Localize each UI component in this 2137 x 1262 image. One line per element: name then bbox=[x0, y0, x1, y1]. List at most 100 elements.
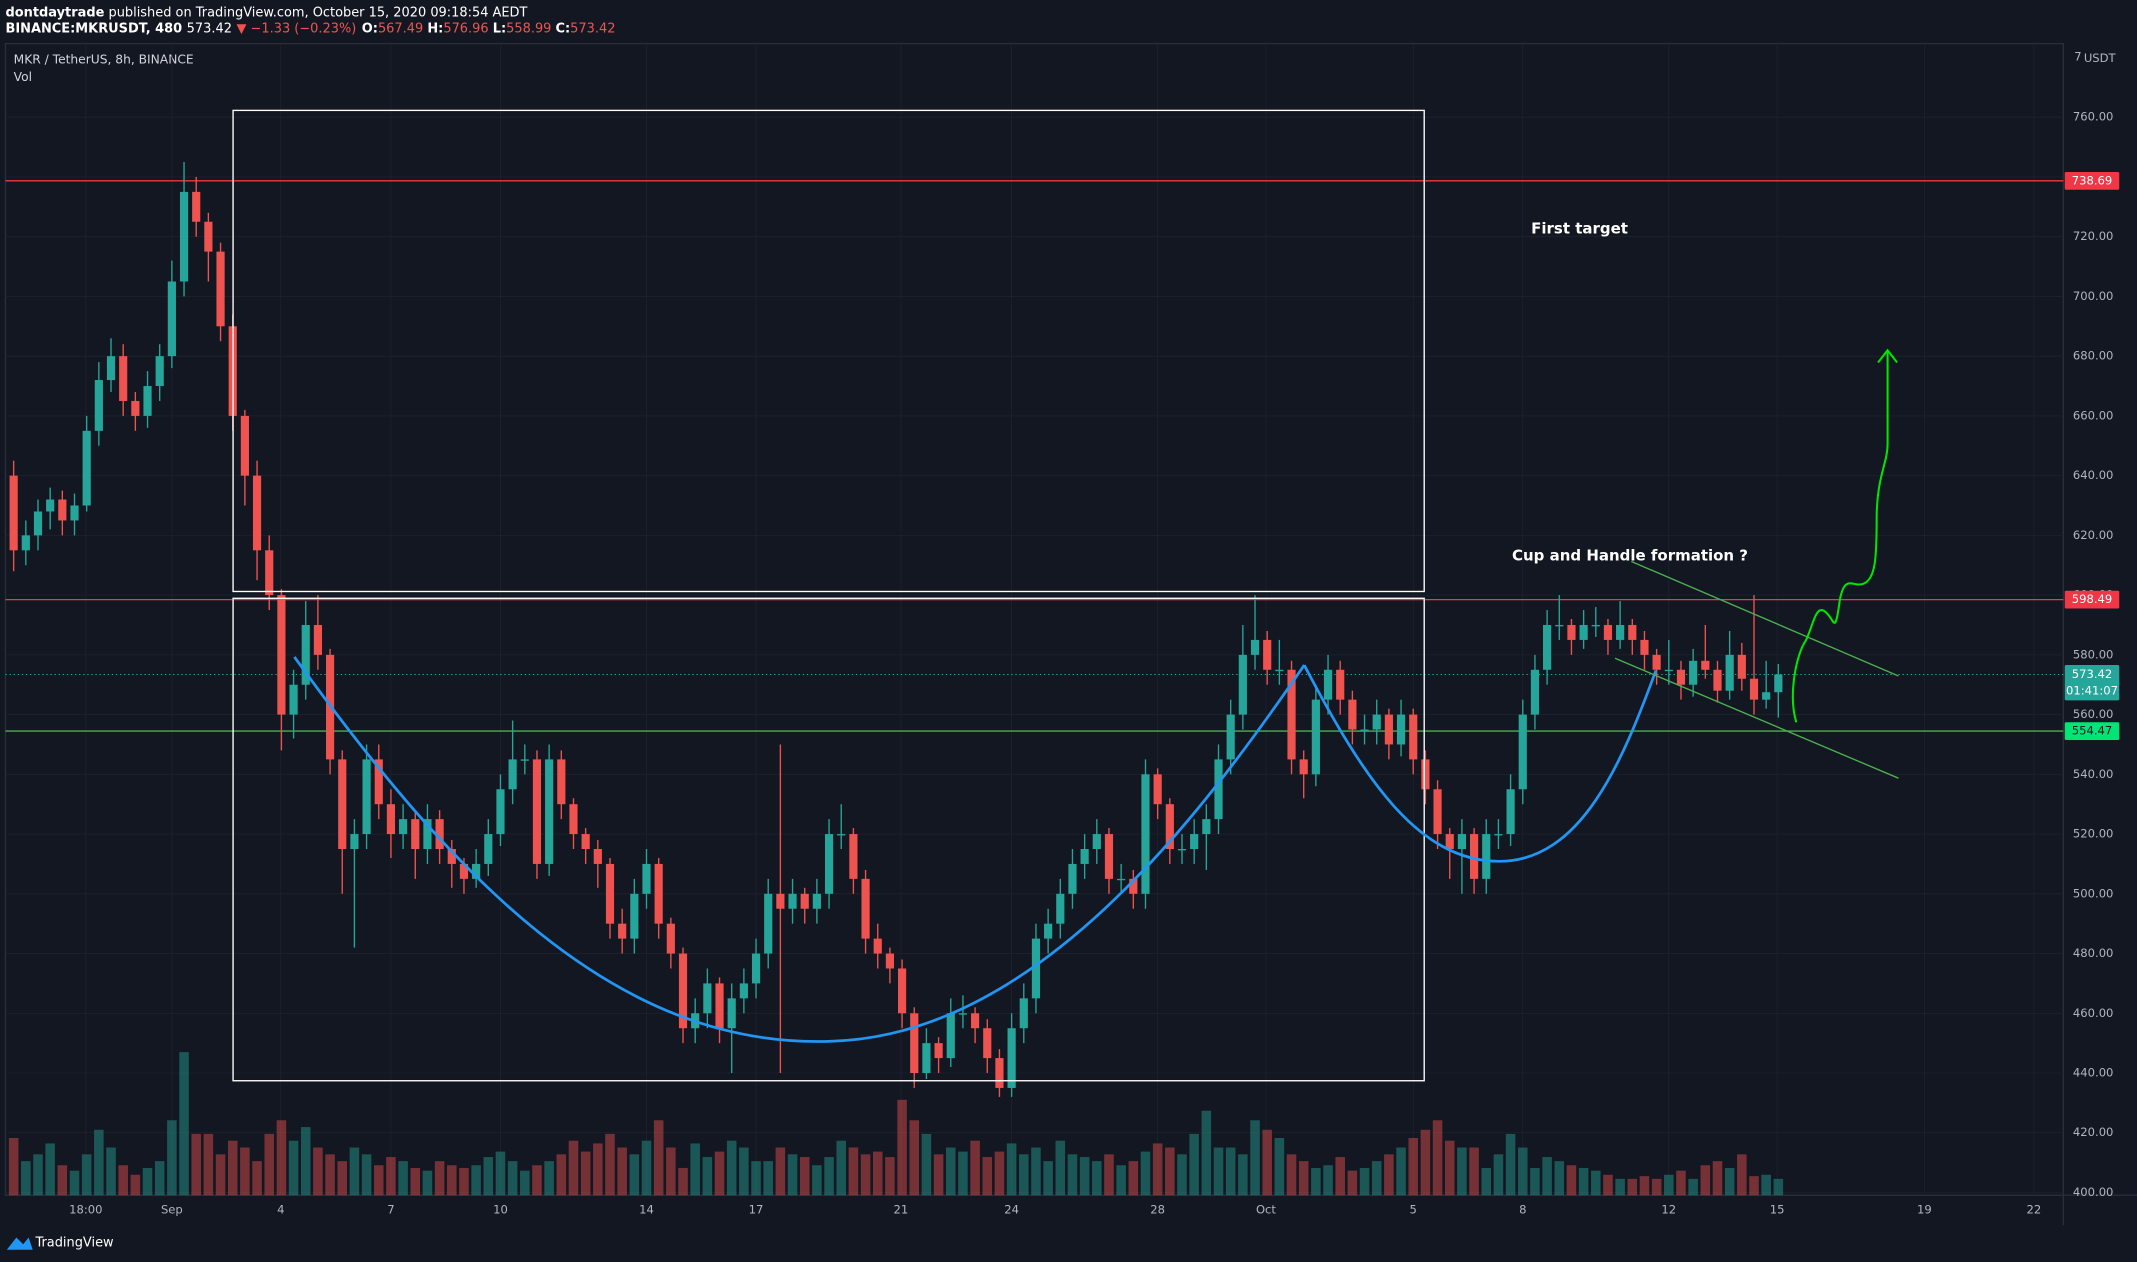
candle-body bbox=[1056, 893, 1065, 924]
drawings bbox=[232, 109, 1899, 1082]
candle-body bbox=[1226, 714, 1235, 760]
y-tick-label: 520.00 bbox=[2073, 827, 2114, 841]
volume-bar bbox=[21, 1161, 31, 1196]
candle-body bbox=[46, 499, 55, 512]
x-tick-label: Oct bbox=[1256, 1203, 1276, 1217]
candle-body bbox=[1263, 639, 1272, 670]
handle-curve bbox=[1303, 664, 1658, 863]
volume-bar bbox=[1384, 1154, 1394, 1196]
x-tick-label: 28 bbox=[1150, 1203, 1165, 1217]
volume-bar bbox=[337, 1161, 348, 1196]
price-label-bg bbox=[2064, 171, 2120, 190]
volume-bar bbox=[1773, 1178, 1784, 1196]
volume-bar bbox=[1079, 1157, 1090, 1196]
candle-body bbox=[1530, 669, 1540, 715]
volume-bar bbox=[215, 1154, 226, 1196]
volume-bar bbox=[556, 1154, 567, 1196]
y-tick-label: 720.00 bbox=[2073, 229, 2114, 243]
price-label: 598.49 bbox=[2072, 592, 2113, 606]
volume-bar bbox=[945, 1147, 956, 1196]
candle-body bbox=[252, 475, 262, 551]
currency: USDT bbox=[2084, 51, 2117, 65]
volume-bar bbox=[1201, 1110, 1212, 1196]
candle-body bbox=[1676, 669, 1686, 685]
volume-bar bbox=[495, 1151, 506, 1196]
x-tick-label: 24 bbox=[1004, 1203, 1019, 1217]
volume-bar bbox=[1347, 1170, 1358, 1196]
volume-bar bbox=[1213, 1147, 1224, 1196]
candle-body bbox=[1506, 789, 1515, 835]
symbol: BINANCE:MKRUSDT, 480 bbox=[5, 21, 182, 36]
volume-bar bbox=[349, 1147, 360, 1196]
volume-bar bbox=[641, 1140, 652, 1196]
volume-bar bbox=[690, 1143, 700, 1196]
volume-bar bbox=[447, 1165, 457, 1196]
volume-bar bbox=[885, 1157, 895, 1196]
volume-bar bbox=[909, 1120, 920, 1196]
volume-bar bbox=[313, 1147, 323, 1196]
volume-bar bbox=[860, 1154, 871, 1196]
candle-body bbox=[1104, 834, 1114, 879]
candle-body bbox=[301, 624, 310, 685]
candle-body bbox=[630, 893, 639, 939]
price-label: 738.69 bbox=[2072, 173, 2113, 187]
volume-bar bbox=[1250, 1120, 1260, 1196]
candle-body bbox=[1311, 699, 1320, 775]
volume-bar bbox=[1396, 1147, 1406, 1196]
candle-body bbox=[1640, 639, 1649, 655]
candle-body bbox=[1129, 878, 1138, 894]
candle-body bbox=[1725, 654, 1734, 691]
candle-body bbox=[849, 834, 858, 879]
candle-body bbox=[192, 191, 201, 222]
candle-body bbox=[289, 684, 298, 715]
volume-bar bbox=[1566, 1165, 1577, 1196]
volume-bar bbox=[1165, 1147, 1175, 1196]
candle-body bbox=[1141, 774, 1150, 894]
volume-bar bbox=[1104, 1154, 1114, 1196]
candle-body bbox=[1384, 714, 1393, 745]
last-price-bg bbox=[2064, 664, 2120, 701]
x-tick-label: 10 bbox=[493, 1203, 508, 1217]
y-tick-label: 620.00 bbox=[2073, 528, 2114, 542]
volume-bar bbox=[1420, 1129, 1431, 1196]
volume-bar bbox=[1700, 1165, 1711, 1196]
volume-bar bbox=[1517, 1147, 1528, 1196]
candle-body bbox=[350, 834, 359, 849]
volume-bar bbox=[532, 1165, 542, 1196]
candle-body bbox=[1774, 674, 1783, 693]
candle-body bbox=[1445, 834, 1454, 849]
volume-bar bbox=[1578, 1167, 1589, 1196]
y-tick-label: 500.00 bbox=[2073, 886, 2114, 900]
volume-bar bbox=[507, 1161, 518, 1196]
candle-body bbox=[240, 415, 249, 476]
volume-bar bbox=[1505, 1133, 1516, 1196]
candle-body bbox=[338, 759, 347, 849]
volume-bar bbox=[434, 1161, 445, 1196]
candle-body bbox=[751, 953, 761, 984]
y-tick-label: 760.00 bbox=[2073, 110, 2114, 124]
x-tick-label: 22 bbox=[2027, 1203, 2042, 1217]
candle-body bbox=[873, 938, 882, 954]
candle-body bbox=[1701, 660, 1710, 670]
candle-body bbox=[374, 759, 383, 805]
candle-body bbox=[934, 1043, 943, 1059]
ohlc-key: C: bbox=[556, 21, 571, 36]
candle-body bbox=[179, 191, 189, 282]
volume-bar bbox=[1615, 1178, 1625, 1196]
candle-body bbox=[131, 400, 140, 416]
volume-bar bbox=[617, 1147, 627, 1196]
candle-body bbox=[82, 430, 91, 506]
ohlc-value: 573.42 bbox=[570, 21, 615, 36]
candle-body bbox=[1044, 923, 1053, 939]
candle-body bbox=[764, 893, 773, 954]
volume-bar bbox=[1055, 1140, 1066, 1196]
volume-bar bbox=[1688, 1178, 1698, 1196]
candle-body bbox=[1421, 759, 1430, 790]
volume-bar bbox=[994, 1151, 1005, 1196]
volume-bar bbox=[325, 1154, 335, 1196]
candle-body bbox=[459, 863, 469, 879]
candle-body bbox=[386, 804, 396, 835]
candle-body bbox=[520, 759, 529, 761]
volume-bar bbox=[276, 1120, 287, 1196]
volume-bar bbox=[94, 1129, 104, 1196]
